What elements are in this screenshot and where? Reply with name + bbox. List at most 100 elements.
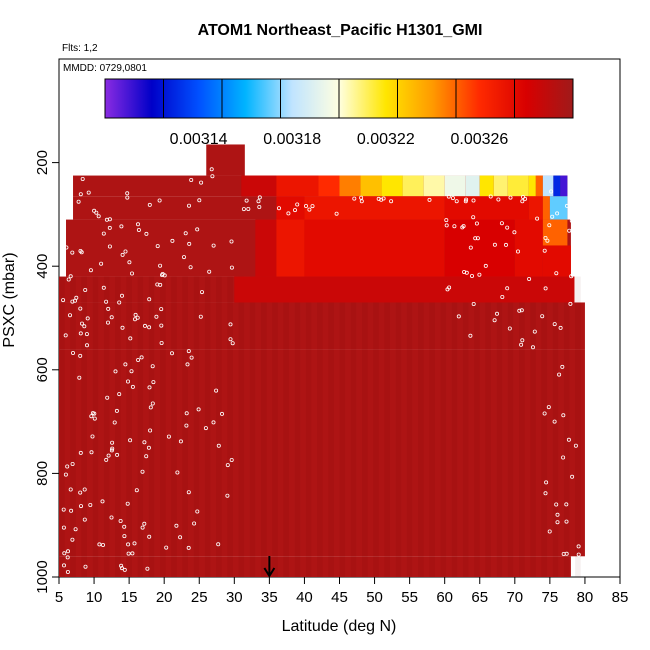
sample-point	[110, 446, 115, 451]
heatmap-cell	[542, 175, 554, 197]
x-tick-label: 55	[401, 589, 418, 606]
heatmap-cell	[444, 196, 529, 220]
heatmap-cell	[255, 219, 277, 277]
sample-point	[144, 454, 149, 459]
sample-point	[117, 392, 122, 397]
sample-point	[376, 196, 381, 201]
sample-point	[192, 161, 197, 166]
heatmap-texture	[361, 276, 368, 577]
sample-point	[488, 194, 493, 199]
sample-point	[83, 287, 88, 292]
heatmap-texture	[171, 276, 177, 577]
y-tick-label: 400	[34, 254, 51, 279]
sample-point	[151, 380, 156, 385]
sample-point	[106, 453, 111, 458]
sample-point	[564, 502, 569, 507]
sample-point	[154, 314, 159, 319]
sample-point	[196, 407, 201, 412]
x-tick-label: 65	[471, 589, 488, 606]
sample-point	[427, 197, 432, 202]
sample-point	[512, 230, 517, 235]
sample-point	[126, 551, 131, 556]
sample-point	[471, 198, 476, 203]
x-tick-label: 35	[261, 589, 278, 606]
sample-point	[78, 192, 83, 197]
sample-point	[155, 244, 160, 249]
sample-point	[68, 313, 73, 318]
sample-point	[107, 244, 112, 249]
x-tick-label: 5	[55, 589, 63, 606]
sample-point	[561, 413, 566, 418]
sample-point	[352, 196, 357, 201]
sample-point	[186, 490, 191, 495]
sample-point	[73, 527, 78, 532]
sample-point	[125, 195, 130, 200]
heatmap-cell	[444, 219, 515, 277]
sample-point	[552, 322, 557, 327]
sample-point	[122, 524, 127, 529]
colorbar-tick-label: 0.00322	[357, 131, 415, 148]
sample-point	[70, 299, 75, 304]
sample-point	[101, 285, 106, 290]
sample-point	[195, 509, 200, 514]
sample-point	[184, 411, 189, 416]
heatmap-texture	[204, 276, 211, 577]
sample-point	[175, 470, 180, 475]
sample-point	[257, 204, 262, 209]
sample-point	[114, 408, 119, 413]
heatmap-cells	[59, 144, 585, 577]
sample-point	[542, 411, 547, 416]
x-tick-label: 30	[226, 589, 243, 606]
sample-point	[101, 231, 106, 236]
sample-point	[464, 197, 469, 202]
sample-point	[207, 269, 212, 274]
sample-point	[147, 534, 152, 539]
sample-point	[463, 199, 468, 204]
colorbar-tick-label: 0.00326	[450, 131, 508, 148]
sample-point	[189, 177, 194, 182]
sample-point	[565, 203, 570, 208]
heatmap-texture	[159, 276, 166, 577]
sample-point	[473, 236, 478, 241]
sample-point	[554, 271, 559, 276]
sample-point	[140, 469, 145, 474]
sample-point	[209, 167, 214, 172]
sample-point	[228, 322, 233, 327]
sample-point	[181, 255, 186, 260]
sample-point	[560, 364, 565, 369]
sample-point	[126, 379, 131, 384]
heatmap-texture	[328, 276, 334, 577]
sample-point	[214, 388, 219, 393]
sample-point	[150, 401, 155, 406]
x-tick-label: 45	[331, 589, 348, 606]
heatmap-cell	[514, 219, 543, 277]
heatmap-cell	[542, 219, 568, 246]
sample-point	[557, 372, 562, 377]
sample-point	[135, 222, 140, 227]
sample-point	[257, 195, 262, 200]
sample-point	[554, 502, 559, 507]
sample-point	[92, 416, 97, 421]
sample-point	[158, 263, 163, 268]
sample-point	[159, 307, 164, 312]
sample-point	[142, 440, 147, 445]
sample-point	[130, 384, 135, 389]
sample-point	[61, 525, 66, 530]
sample-point	[184, 423, 189, 428]
sample-point	[107, 217, 112, 222]
sample-point	[555, 512, 560, 517]
heatmap-texture	[148, 276, 155, 577]
sample-point	[573, 443, 578, 448]
heatmap-texture	[103, 276, 110, 577]
sample-point	[576, 552, 581, 557]
y-tick-label: 600	[34, 357, 51, 382]
heatmap-texture	[339, 276, 346, 577]
sample-point	[186, 203, 191, 208]
sample-point	[462, 269, 467, 274]
heatmap-texture	[272, 276, 278, 577]
sample-point	[71, 350, 76, 355]
sample-point	[146, 445, 151, 450]
sample-point	[494, 311, 499, 316]
sample-point	[229, 457, 234, 462]
sample-point	[68, 274, 73, 279]
